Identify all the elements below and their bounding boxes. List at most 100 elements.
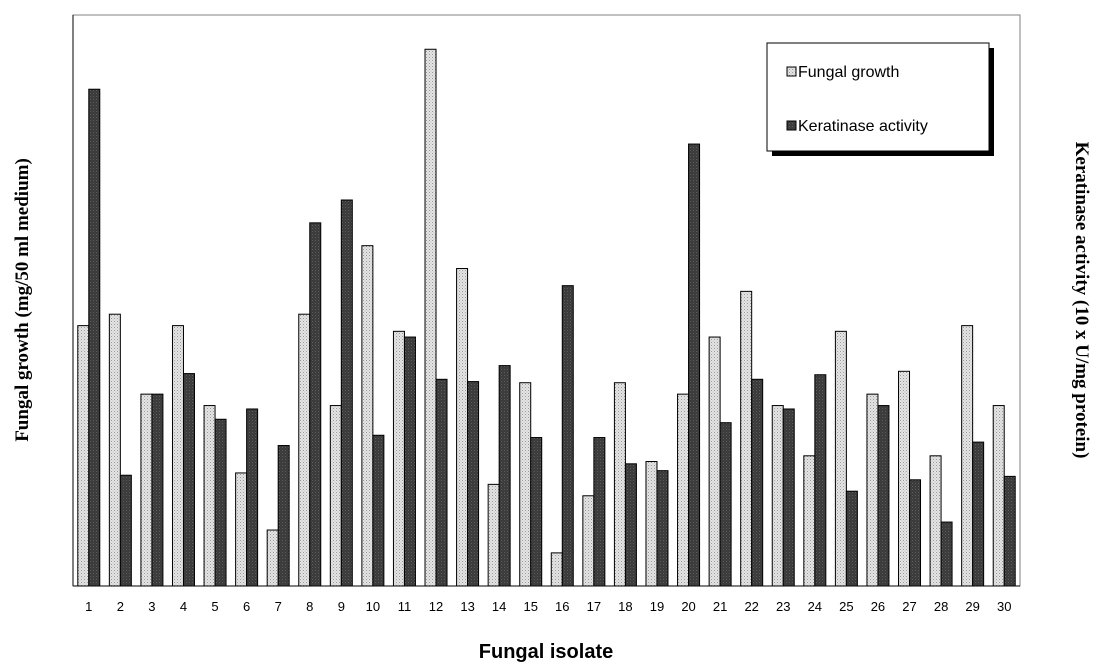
legend: Fungal growth Keratinase activity (766, 42, 994, 156)
bar-fungal-growth-3 (140, 393, 153, 587)
x-tick-label-16: 16 (555, 599, 569, 614)
bar-keratinase-activity-3 (151, 393, 164, 587)
legend-label-keratinase-activity: Keratinase activity (798, 118, 928, 135)
bar-fungal-growth-26 (866, 393, 879, 587)
bar-fungal-growth-20 (677, 393, 690, 587)
bar-keratinase-activity-1 (88, 88, 101, 587)
bar-keratinase-activity-28 (940, 521, 953, 587)
x-tick-label-27: 27 (902, 599, 916, 614)
y-axis-label: Fungal growth (mg/50 ml medium) (12, 158, 33, 442)
x-tick-label-22: 22 (744, 599, 758, 614)
bar-keratinase-activity-10 (372, 434, 385, 587)
bar-fungal-growth-5 (203, 405, 216, 587)
bar-keratinase-activity-18 (624, 463, 637, 587)
bar-fungal-growth-17 (582, 495, 595, 587)
bar-keratinase-activity-29 (972, 441, 985, 587)
x-tick-label-3: 3 (148, 599, 155, 614)
bar-fungal-growth-9 (329, 405, 342, 587)
bar-fungal-growth-24 (803, 455, 816, 587)
bar-keratinase-activity-27 (909, 479, 922, 587)
bar-keratinase-activity-6 (246, 408, 259, 587)
bar-keratinase-activity-16 (561, 285, 574, 587)
bar-fungal-growth-18 (613, 382, 626, 587)
x-tick-label-6: 6 (243, 599, 250, 614)
x-tick-label-30: 30 (997, 599, 1011, 614)
x-axis-label: Fungal isolate (479, 641, 613, 663)
bar-keratinase-activity-24 (814, 374, 827, 587)
bar-keratinase-activity-15 (530, 437, 543, 587)
x-tick-label-26: 26 (871, 599, 885, 614)
bar-fungal-growth-2 (108, 313, 121, 587)
x-tick-label-20: 20 (681, 599, 695, 614)
bar-keratinase-activity-22 (751, 378, 764, 587)
x-tick-label-13: 13 (460, 599, 474, 614)
x-tick-label-9: 9 (338, 599, 345, 614)
bar-fungal-growth-8 (298, 313, 311, 587)
legend-swatch-fungal-growth (786, 66, 797, 77)
bar-fungal-growth-4 (171, 325, 184, 587)
bar-keratinase-activity-21 (719, 422, 732, 587)
x-tick-label-12: 12 (429, 599, 443, 614)
x-tick-label-17: 17 (587, 599, 601, 614)
bar-fungal-growth-29 (961, 325, 974, 587)
bar-keratinase-activity-26 (877, 405, 890, 587)
x-tick-label-10: 10 (366, 599, 380, 614)
bar-fungal-growth-7 (266, 529, 279, 587)
bars-group (77, 48, 1016, 587)
x-tick-label-21: 21 (713, 599, 727, 614)
x-tick-label-5: 5 (211, 599, 218, 614)
bar-fungal-growth-30 (992, 405, 1005, 587)
x-tick-label-2: 2 (117, 599, 124, 614)
legend-swatch-keratinase-activity (786, 120, 797, 131)
bar-keratinase-activity-25 (845, 490, 858, 587)
x-tick-labels: 1 2 3 4 5 6 7 8 9 10 11 12 13 14 15 16 17 18 19 20 21 22 23 24 2… (85, 599, 1011, 614)
x-tick-label-25: 25 (839, 599, 853, 614)
bar-fungal-growth-27 (898, 370, 911, 587)
bar-fungal-growth-28 (929, 455, 942, 587)
bar-keratinase-activity-13 (467, 381, 480, 587)
bar-fungal-growth-16 (550, 552, 563, 587)
bar-keratinase-activity-11 (403, 336, 416, 587)
bar-keratinase-activity-2 (119, 474, 132, 587)
x-tick-label-11: 11 (398, 599, 412, 614)
bar-fungal-growth-12 (424, 48, 437, 587)
bar-fungal-growth-22 (740, 290, 753, 587)
bar-keratinase-activity-7 (277, 445, 290, 587)
bar-keratinase-activity-19 (656, 470, 669, 587)
bar-fungal-growth-6 (235, 472, 248, 587)
bar-fungal-growth-21 (708, 336, 721, 587)
x-tick-label-1: 1 (85, 599, 92, 614)
x-tick-label-18: 18 (618, 599, 632, 614)
bar-fungal-growth-19 (645, 461, 658, 587)
x-tick-label-23: 23 (776, 599, 790, 614)
bar-keratinase-activity-14 (498, 365, 511, 587)
x-tick-label-14: 14 (492, 599, 506, 614)
legend-label-fungal-growth: Fungal growth (798, 64, 899, 81)
x-tick-label-4: 4 (180, 599, 187, 614)
bar-keratinase-activity-12 (435, 378, 448, 587)
bar-keratinase-activity-5 (214, 418, 227, 587)
bar-fungal-growth-15 (519, 382, 532, 587)
bar-fungal-growth-14 (487, 483, 500, 587)
x-tick-label-15: 15 (523, 599, 537, 614)
bar-fungal-growth-25 (834, 330, 847, 587)
y2-axis-label: Keratinase activity (10 x U/mg protein) (1071, 142, 1092, 459)
bar-keratinase-activity-8 (309, 222, 322, 587)
x-tick-label-7: 7 (275, 599, 282, 614)
x-tick-label-29: 29 (965, 599, 979, 614)
bar-keratinase-activity-23 (782, 408, 795, 587)
bar-keratinase-activity-30 (1003, 475, 1016, 587)
bar-fungal-growth-1 (77, 325, 90, 587)
bar-keratinase-activity-9 (340, 199, 353, 587)
x-tick-label-28: 28 (934, 599, 948, 614)
x-tick-label-24: 24 (808, 599, 822, 614)
bar-keratinase-activity-4 (182, 373, 195, 587)
bar-fungal-growth-23 (771, 405, 784, 587)
x-tick-label-19: 19 (650, 599, 664, 614)
bar-fungal-growth-13 (456, 268, 469, 587)
bar-keratinase-activity-17 (593, 437, 606, 587)
bar-fungal-growth-10 (361, 245, 374, 587)
bar-fungal-growth-11 (392, 330, 405, 587)
bar-keratinase-activity-20 (688, 143, 701, 587)
